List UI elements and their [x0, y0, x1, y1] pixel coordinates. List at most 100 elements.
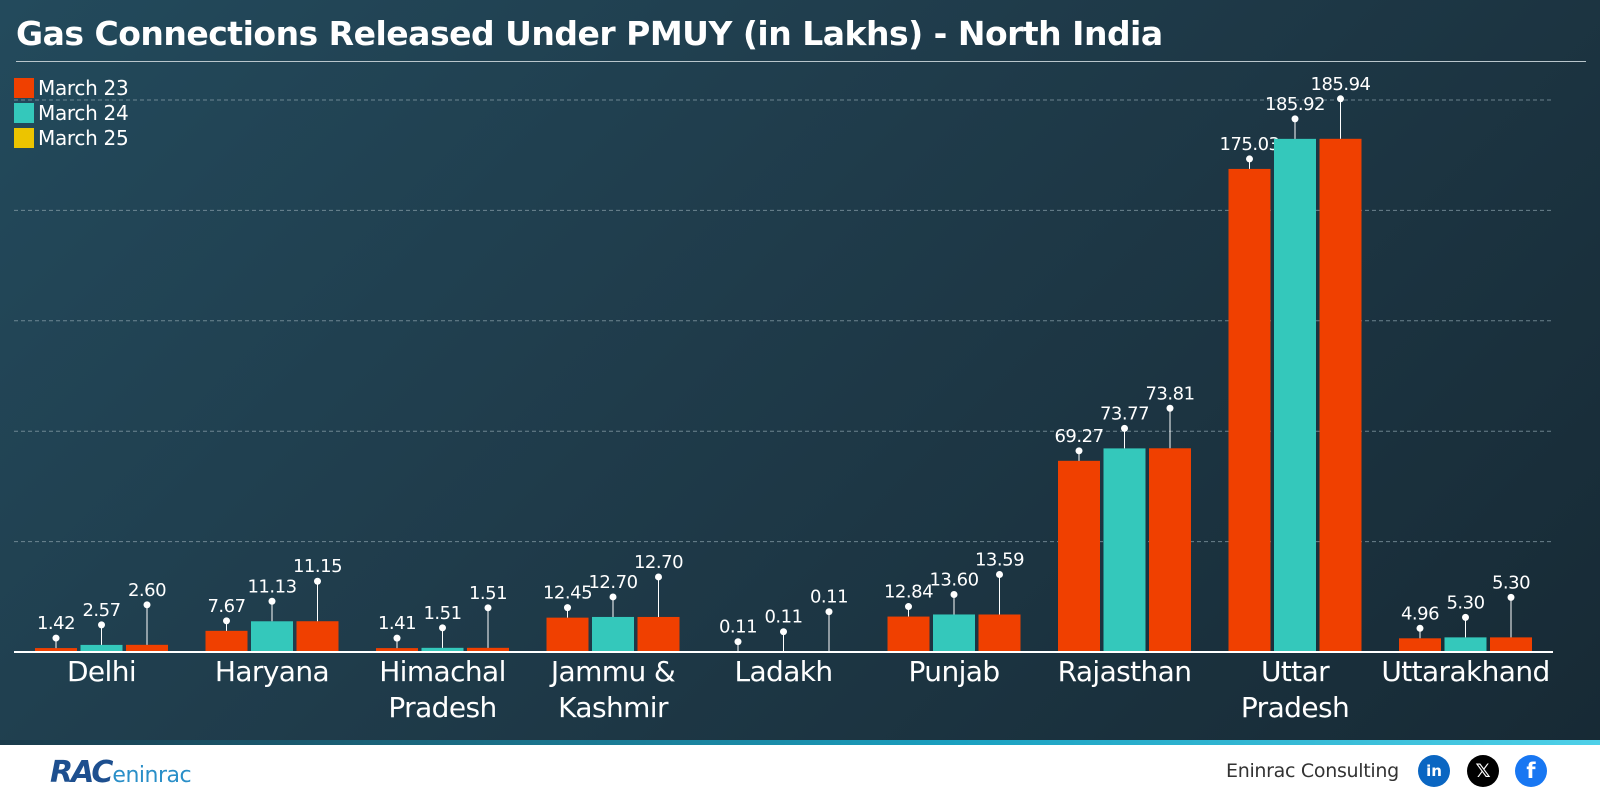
bar — [1058, 460, 1100, 652]
label-dot — [1507, 593, 1515, 601]
bar — [1228, 168, 1271, 652]
label-dot — [439, 624, 446, 632]
label-dot — [1462, 613, 1469, 621]
data-label: 2.60 — [128, 580, 166, 601]
bar — [1399, 638, 1441, 652]
label-dot — [1246, 155, 1253, 163]
label-dot — [1337, 95, 1344, 103]
data-label: 69.27 — [1054, 426, 1103, 447]
data-label: 7.67 — [207, 596, 245, 617]
label-dot — [1075, 447, 1083, 455]
label-dot — [223, 617, 230, 625]
eninrac-logo: RACeninrac — [50, 755, 192, 790]
data-label: 12.70 — [634, 552, 683, 573]
bar — [1149, 448, 1191, 652]
x-tick-label: Delhi — [67, 655, 136, 688]
bar — [1274, 138, 1316, 653]
bar — [637, 616, 680, 652]
data-label: 12.84 — [884, 582, 933, 603]
bar — [467, 647, 509, 652]
x-tick-label: Himachal — [379, 655, 506, 688]
x-tick-label: Pradesh — [1241, 691, 1349, 724]
data-label: 4.96 — [1401, 603, 1439, 624]
data-label: 175.03 — [1220, 134, 1280, 155]
x-tick-label: Uttarakhand — [1381, 655, 1549, 688]
x-tick-label: Uttar — [1261, 655, 1330, 688]
data-label: 1.51 — [469, 583, 507, 604]
label-dot — [564, 604, 571, 612]
data-label: 12.45 — [543, 583, 592, 604]
bar — [592, 616, 634, 652]
logo-rac-mark: RAC — [50, 755, 113, 790]
data-label: 13.60 — [929, 569, 978, 590]
legend: March 23 March 24 March 25 — [14, 75, 129, 150]
data-label: 73.77 — [1100, 403, 1149, 424]
linkedin-icon[interactable]: in — [1418, 755, 1450, 787]
footer: RACeninrac Eninrac Consulting in 𝕏 f — [0, 745, 1600, 800]
x-tick-label: Punjab — [909, 655, 1000, 688]
bar — [1444, 637, 1487, 652]
label-dot — [780, 628, 787, 636]
label-dot — [1291, 115, 1299, 123]
data-label: 185.94 — [1311, 74, 1371, 95]
logo-eninrac-wordmark: eninrac — [112, 763, 192, 788]
label-dot — [1416, 624, 1424, 632]
label-dot — [1121, 424, 1128, 432]
legend-item: March 25 — [14, 125, 129, 150]
bar — [376, 648, 418, 652]
accent-bar — [0, 740, 1600, 745]
bar — [205, 630, 248, 652]
title-divider — [16, 61, 1586, 62]
brand-name: Eninrac Consulting — [1226, 760, 1399, 782]
legend-item: March 23 — [14, 75, 129, 100]
bar — [35, 648, 77, 652]
bar — [80, 644, 123, 652]
x-tick-label: Pradesh — [388, 691, 496, 724]
data-label: 73.81 — [1145, 383, 1194, 404]
label-dot — [143, 601, 151, 609]
x-tick-label: Rajasthan — [1058, 655, 1192, 688]
data-label: 1.42 — [37, 613, 75, 634]
data-label: 2.57 — [82, 600, 120, 621]
label-dot — [98, 621, 105, 629]
data-label: 0.11 — [764, 607, 802, 628]
x-tick-label: Kashmir — [558, 691, 669, 724]
bar — [546, 617, 589, 652]
bar — [887, 616, 930, 652]
legend-swatch — [14, 77, 34, 98]
legend-item: March 24 — [14, 100, 129, 125]
data-label: 5.30 — [1492, 572, 1530, 593]
data-label: 11.15 — [293, 556, 342, 577]
bar — [421, 647, 464, 652]
legend-swatch — [14, 127, 34, 148]
legend-label: March 24 — [38, 100, 129, 125]
label-dot — [905, 603, 912, 611]
label-dot — [825, 608, 833, 616]
data-label: 12.70 — [588, 572, 637, 593]
label-dot — [1166, 404, 1174, 412]
bar — [126, 644, 168, 652]
bar — [1490, 637, 1532, 652]
x-icon[interactable]: 𝕏 — [1467, 755, 1499, 787]
data-label: 11.13 — [247, 576, 296, 597]
label-dot — [950, 590, 958, 598]
legend-label: March 23 — [38, 75, 129, 100]
data-label: 1.51 — [423, 603, 461, 624]
label-dot — [484, 604, 492, 612]
x-tick-label: Haryana — [215, 655, 329, 688]
label-dot — [655, 573, 662, 581]
x-tick-label: Ladakh — [734, 655, 832, 688]
x-tick-label: Jammu & — [549, 655, 675, 688]
chart-panel: Gas Connections Released Under PMUY (in … — [0, 0, 1600, 740]
bar — [251, 621, 293, 652]
label-dot — [609, 593, 617, 601]
legend-swatch — [14, 102, 34, 123]
bar — [933, 614, 975, 652]
legend-label: March 25 — [38, 125, 129, 150]
bar — [296, 621, 339, 652]
data-label: 1.41 — [378, 613, 416, 634]
facebook-icon[interactable]: f — [1515, 755, 1547, 787]
chart-title: Gas Connections Released Under PMUY (in … — [16, 14, 1163, 53]
bar — [978, 614, 1021, 652]
